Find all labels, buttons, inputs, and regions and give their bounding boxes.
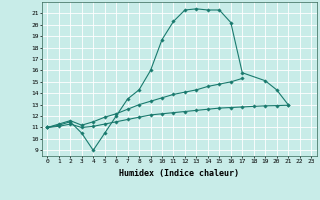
X-axis label: Humidex (Indice chaleur): Humidex (Indice chaleur): [119, 169, 239, 178]
